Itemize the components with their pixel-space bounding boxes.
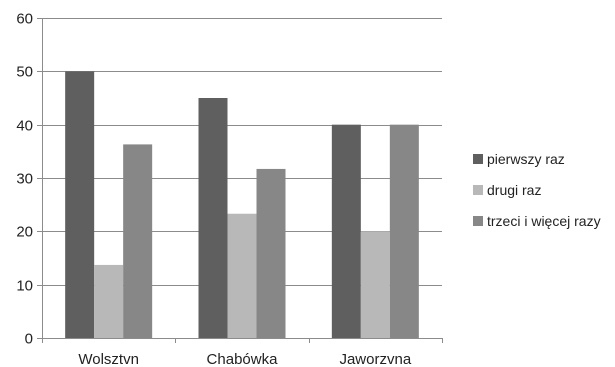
bar-1-3 — [331, 124, 361, 339]
legend-swatch — [473, 216, 483, 226]
legend-label: trzeci i więcej razy — [487, 213, 601, 229]
legend: pierwszy raz drugi raz trzeci i więcej raz… — [473, 151, 601, 229]
x-tick-label: Wolsztvn — [78, 351, 139, 367]
bar-3-1 — [123, 144, 153, 338]
y-tick-label: 30 — [16, 171, 33, 188]
bar-3-3 — [389, 124, 419, 339]
legend-swatch — [473, 185, 483, 195]
legend-label: drugi raz — [487, 182, 541, 198]
bars — [65, 71, 419, 339]
bar-2-3 — [360, 231, 390, 338]
y-tick-label: 60 — [16, 11, 33, 28]
legend-swatch — [473, 154, 483, 164]
y-axis-ticks: 0 10 20 30 40 50 60 — [16, 11, 42, 348]
y-tick-label: 20 — [16, 224, 33, 241]
y-tick-label: 0 — [25, 331, 33, 348]
bar-3-2 — [256, 168, 286, 338]
bar-2-1 — [94, 264, 124, 338]
bar-1-2 — [198, 98, 228, 338]
axes — [42, 18, 442, 339]
bar-2-2 — [227, 213, 257, 338]
y-tick-label: 10 — [16, 278, 33, 295]
legend-label: pierwszy raz — [487, 151, 565, 167]
y-tick-label: 40 — [16, 118, 33, 135]
x-axis-ticks: Wolsztvn Chabówka Jaworzvna — [42, 338, 443, 367]
bar-1-1 — [65, 71, 95, 338]
x-tick-label: Jaworzvna — [339, 351, 411, 367]
x-tick-label: Chabówka — [207, 351, 279, 367]
y-tick-label: 50 — [16, 64, 33, 81]
